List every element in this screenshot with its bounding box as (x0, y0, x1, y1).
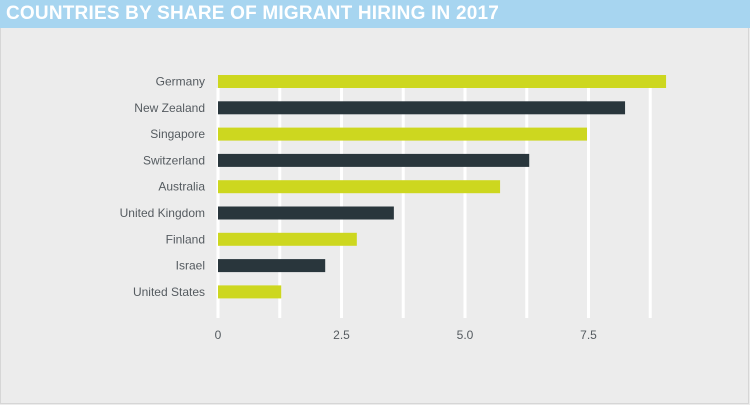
x-tick-label: 2.5 (333, 328, 350, 342)
category-label: United States (133, 285, 205, 299)
bar-united-states (218, 285, 282, 299)
x-tick-labels: 0 2.5 5.0 7.5 (215, 328, 598, 342)
gridlines (216, 88, 652, 318)
category-label: Australia (158, 180, 205, 194)
bar-germany (218, 75, 667, 88)
chart-title: COUNTRIES BY SHARE OF MIGRANT HIRING IN … (6, 3, 500, 24)
bar-switzerland (218, 153, 530, 167)
category-label: United Kingdom (120, 206, 205, 220)
bar-australia (218, 180, 501, 194)
x-tick-label: 0 (215, 328, 222, 342)
chart-frame (0, 28, 749, 404)
bar-new-zealand (218, 101, 626, 115)
x-tick-label: 7.5 (580, 328, 597, 342)
bar-finland (218, 232, 357, 246)
bar-singapore (218, 127, 588, 141)
bar-israel (218, 259, 326, 273)
bars (218, 75, 667, 299)
x-tick-label: 5.0 (457, 328, 474, 342)
category-label: Israel (176, 259, 205, 273)
category-label: New Zealand (134, 101, 205, 115)
category-label: Finland (166, 232, 205, 246)
category-label: Singapore (150, 127, 205, 141)
title-bar: COUNTRIES BY SHARE OF MIGRANT HIRING IN … (0, 0, 750, 28)
category-label: Germany (156, 75, 205, 89)
category-label: Switzerland (143, 153, 205, 167)
category-labels: Germany New Zealand Singapore Switzerland Au… (120, 75, 206, 299)
bar-united-kingdom (218, 206, 394, 220)
